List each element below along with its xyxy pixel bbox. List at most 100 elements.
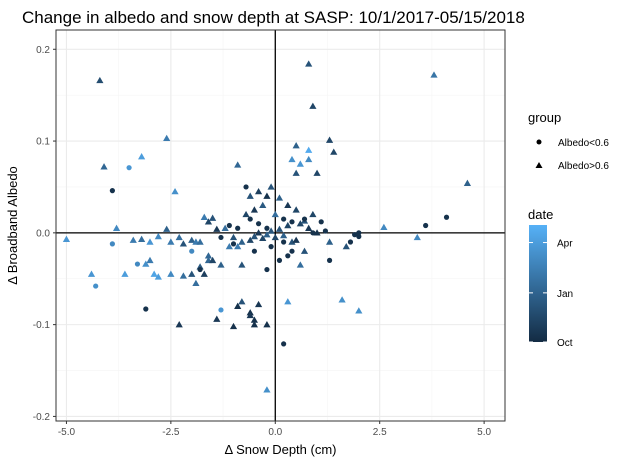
data-point-triangle bbox=[150, 270, 158, 277]
data-point-triangle bbox=[204, 218, 213, 225]
data-point-triangle bbox=[271, 233, 279, 241]
data-point-triangle bbox=[246, 236, 254, 243]
data-point-triangle bbox=[267, 183, 275, 190]
x-tick-label: 2.5 bbox=[373, 427, 387, 438]
data-point-triangle bbox=[250, 206, 258, 213]
chart-title: Change in albedo and snow depth at SASP:… bbox=[22, 8, 525, 27]
data-point-circle bbox=[289, 219, 295, 225]
data-point-triangle bbox=[313, 229, 321, 236]
data-point-circle bbox=[347, 239, 354, 245]
data-point-triangle bbox=[250, 232, 258, 240]
data-point-triangle bbox=[242, 210, 250, 218]
data-point-triangle bbox=[213, 225, 221, 232]
data-point-triangle bbox=[229, 322, 238, 330]
legend-triangle-icon bbox=[535, 162, 543, 168]
data-point-circle bbox=[251, 248, 257, 254]
data-point-circle bbox=[264, 225, 270, 231]
data-point-circle bbox=[255, 221, 262, 227]
data-point-circle bbox=[326, 257, 333, 263]
data-point-triangle bbox=[263, 192, 271, 199]
data-point-triangle bbox=[209, 256, 217, 264]
data-point-triangle bbox=[238, 298, 246, 305]
data-point-circle bbox=[134, 261, 141, 267]
data-points bbox=[62, 60, 472, 393]
data-point-triangle bbox=[179, 272, 187, 279]
data-point-triangle bbox=[355, 307, 363, 314]
data-point-triangle bbox=[263, 386, 271, 393]
data-point-triangle bbox=[430, 71, 438, 78]
y-tick-label: -0.2 bbox=[33, 412, 51, 423]
data-point-triangle bbox=[246, 192, 254, 199]
data-point-triangle bbox=[175, 321, 183, 328]
data-point-circle bbox=[356, 233, 362, 240]
data-point-circle bbox=[352, 232, 358, 238]
data-point-circle bbox=[285, 253, 291, 259]
y-tick-label: -0.1 bbox=[33, 320, 51, 331]
data-point-triangle bbox=[284, 298, 292, 305]
colorbar-label: Oct bbox=[557, 338, 573, 349]
data-point-triangle bbox=[305, 60, 313, 67]
data-point-triangle bbox=[275, 194, 284, 201]
data-point-triangle bbox=[300, 247, 309, 254]
data-point-circle bbox=[301, 216, 308, 222]
data-point-circle bbox=[243, 184, 249, 190]
data-point-triangle bbox=[129, 236, 137, 243]
data-point-circle bbox=[281, 239, 287, 245]
data-point-circle bbox=[218, 234, 224, 241]
data-point-circle bbox=[322, 228, 328, 234]
x-axis-title: Δ Snow Depth (cm) bbox=[225, 442, 337, 457]
x-axis-ticks: -5.0 -2.5 0.0 2.5 5.0 bbox=[58, 421, 492, 438]
data-point-triangle bbox=[171, 187, 179, 195]
data-point-triangle bbox=[234, 302, 242, 309]
data-point-circle bbox=[218, 307, 224, 313]
color-legend-title: date bbox=[528, 207, 553, 222]
data-point-triangle bbox=[254, 300, 263, 308]
data-point-triangle bbox=[296, 261, 304, 268]
data-point-circle bbox=[197, 266, 203, 273]
data-point-triangle bbox=[163, 225, 171, 232]
data-point-triangle bbox=[325, 136, 334, 143]
data-point-triangle bbox=[305, 224, 313, 231]
data-point-triangle bbox=[413, 233, 421, 241]
data-point-circle bbox=[268, 244, 274, 250]
data-point-triangle bbox=[246, 311, 254, 319]
data-point-triangle bbox=[305, 155, 313, 163]
data-point-circle bbox=[443, 214, 450, 220]
data-point-triangle bbox=[254, 187, 263, 195]
data-point-circle bbox=[126, 165, 132, 171]
legend-circle-icon bbox=[536, 139, 542, 145]
data-point-triangle bbox=[292, 236, 300, 243]
plot-panel bbox=[56, 30, 505, 421]
data-point-triangle bbox=[305, 146, 313, 153]
data-point-triangle bbox=[179, 240, 187, 247]
data-point-circle bbox=[230, 241, 237, 247]
data-point-triangle bbox=[284, 201, 292, 209]
data-point-triangle bbox=[271, 210, 279, 218]
data-point-circle bbox=[264, 266, 270, 273]
data-point-triangle bbox=[296, 220, 304, 227]
data-point-circle bbox=[235, 225, 241, 231]
data-point-triangle bbox=[142, 260, 150, 267]
data-point-triangle bbox=[296, 160, 304, 167]
data-point-triangle bbox=[292, 206, 300, 213]
data-point-triangle bbox=[380, 223, 388, 231]
x-tick-label: -2.5 bbox=[162, 427, 180, 438]
data-point-triangle bbox=[259, 234, 267, 242]
y-axis-title: Δ Broadband Albedo bbox=[5, 166, 20, 285]
data-point-triangle bbox=[292, 142, 300, 149]
data-point-circle bbox=[356, 230, 362, 236]
y-tick-label: 0.2 bbox=[36, 45, 50, 56]
data-point-circle bbox=[247, 216, 253, 222]
data-point-triangle bbox=[217, 261, 225, 268]
data-point-triangle bbox=[288, 238, 296, 245]
data-point-triangle bbox=[200, 270, 208, 277]
data-point-triangle bbox=[209, 214, 217, 221]
data-point-triangle bbox=[204, 252, 213, 259]
date-colorbar bbox=[529, 225, 547, 342]
data-point-triangle bbox=[259, 201, 267, 209]
data-point-circle bbox=[226, 222, 232, 229]
data-point-triangle bbox=[62, 235, 71, 242]
colorbar-label: Jan bbox=[557, 289, 573, 300]
data-point-circle bbox=[318, 219, 324, 225]
